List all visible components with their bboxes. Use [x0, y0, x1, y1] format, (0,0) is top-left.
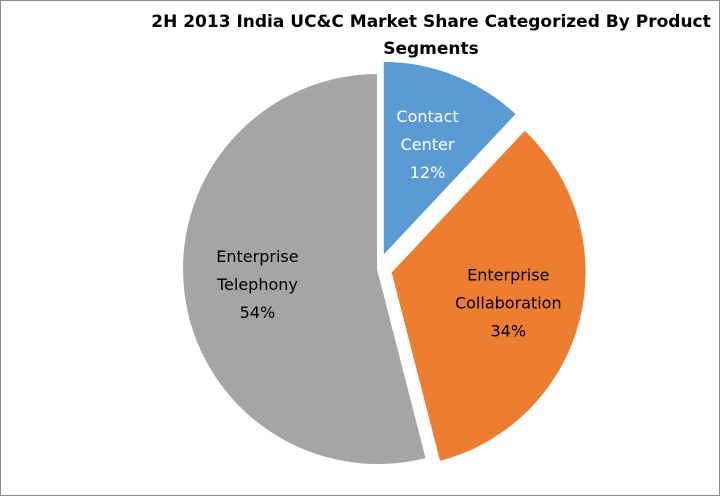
pie-slice-1	[389, 127, 588, 464]
slice-value-label: 12%	[410, 163, 446, 182]
slice-label-line: Center	[401, 135, 455, 154]
pie-slice-0	[381, 59, 519, 260]
slice-label-line: Contact	[396, 107, 458, 126]
pie-slice-2	[181, 71, 428, 466]
slice-label-1: Enterprise Collaboration 34%	[455, 265, 562, 340]
slice-value-label: 34%	[491, 321, 527, 340]
slice-value-label: 54%	[240, 303, 276, 322]
slice-label-line: Enterprise	[216, 247, 298, 266]
chart-title: 2H 2013 India UC&C Market Share Categori…	[151, 12, 711, 59]
slice-label-0: Contact Center 12%	[396, 107, 458, 182]
slice-label-2: Enterprise Telephony 54%	[216, 247, 299, 322]
slice-label-line: Collaboration	[455, 293, 562, 312]
slice-label-line: Enterprise	[467, 265, 549, 284]
slice-label-line: Telephony	[216, 275, 298, 294]
